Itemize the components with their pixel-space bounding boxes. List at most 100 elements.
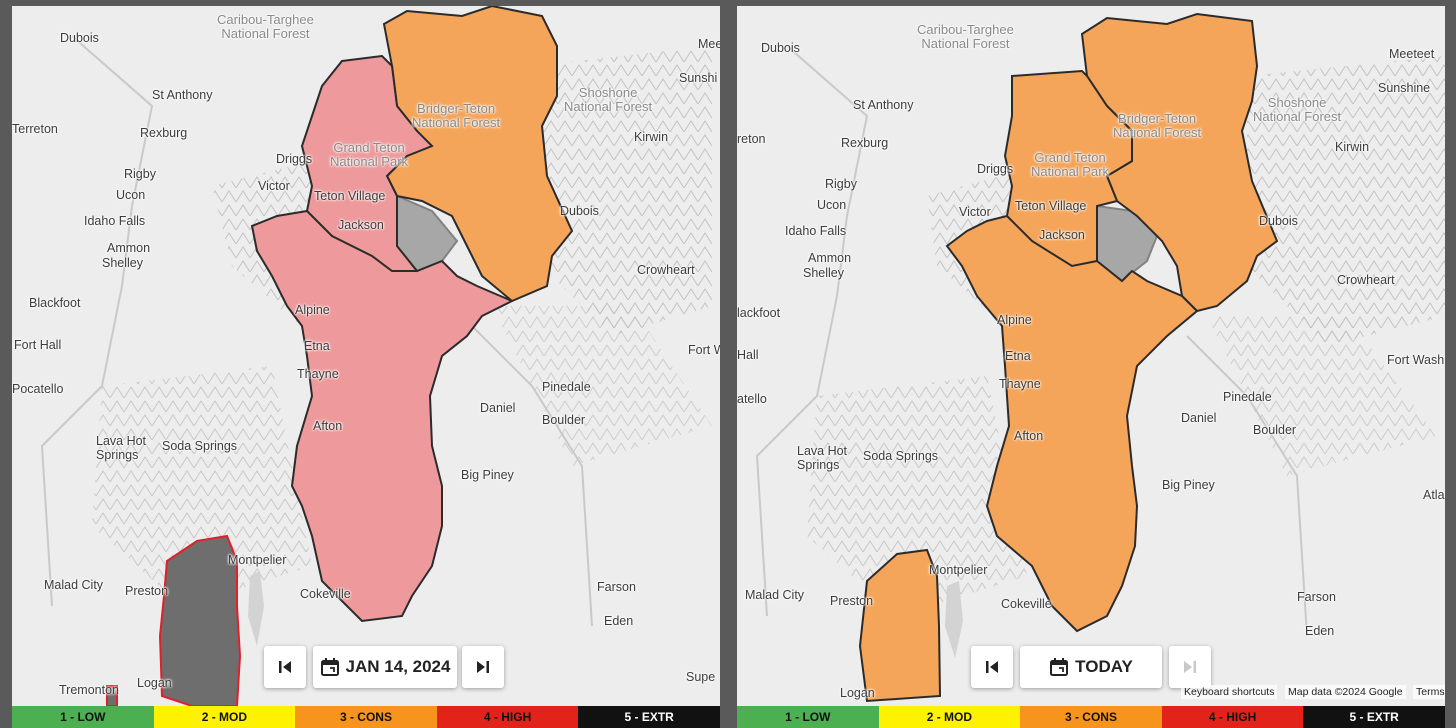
legend-extreme-label: 5 - EXTR — [624, 710, 674, 724]
place-lava-hot-springs: Lava Hot Springs — [96, 434, 147, 462]
place-daniel: Daniel — [480, 401, 516, 415]
last-date-button[interactable] — [1169, 646, 1211, 688]
map-right[interactable] — [737, 6, 1445, 728]
place-shelley: Shelley — [102, 256, 143, 270]
keyboard-shortcuts-link[interactable]: Keyboard shortcuts — [1181, 685, 1278, 699]
danger-legend-right: 1 - LOW 2 - MOD 3 - CONS 4 - HIGH 5 - EX… — [737, 706, 1445, 728]
zone-high — [250, 54, 515, 623]
place-eden: Eden — [1305, 624, 1335, 638]
zone-considerable-south — [858, 548, 942, 703]
legend-high: 4 - HIGH — [436, 706, 579, 728]
place-shoshone: Shoshone National Forest — [564, 85, 653, 114]
legend-low-label: 1 - LOW — [60, 710, 106, 724]
legend-moderate: 2 - MOD — [153, 706, 296, 728]
legend-high-label: 4 - HIGH — [1208, 710, 1257, 724]
place-blackfoot: Blackfoot — [29, 296, 81, 310]
place-teton-village: Teton Village — [1015, 199, 1087, 213]
zone-considerable-main — [945, 69, 1199, 633]
place-idaho-falls: Idaho Falls — [785, 224, 847, 238]
place-teton-village: Teton Village — [314, 189, 386, 203]
place-terreton: reton — [737, 132, 766, 146]
place-dubois-wy: Dubois — [1259, 214, 1298, 228]
place-fort-w: Fort W — [688, 343, 720, 357]
place-meeteetse: Meeteet — [1389, 47, 1435, 61]
place-shoshone: Shoshone National Forest — [1253, 95, 1342, 124]
legend-considerable-label: 3 - CONS — [339, 710, 392, 724]
place-farson: Farson — [597, 580, 636, 594]
place-crowheart: Crowheart — [637, 263, 695, 277]
place-etna: Etna — [304, 339, 330, 353]
place-tremonton: Tremonton — [59, 683, 119, 697]
place-atla: Atla — [1423, 488, 1445, 502]
place-big-piney: Big Piney — [461, 468, 514, 482]
map-panel-right[interactable]: Caribou-Targhee National Forest Dubois St… — [737, 6, 1445, 728]
legend-extreme-label: 5 - EXTR — [1349, 710, 1399, 724]
place-alpine: Alpine — [295, 303, 330, 317]
place-kirwin: Kirwin — [634, 130, 669, 144]
place-driggs: Driggs — [276, 152, 313, 166]
place-grand-teton: Grand Teton National Park — [1031, 150, 1110, 179]
place-pinedale: Pinedale — [1223, 390, 1272, 404]
place-big-piney: Big Piney — [1162, 478, 1215, 492]
place-dubois-id: Dubois — [761, 41, 800, 55]
place-fort-hall: Fort Hall — [14, 338, 62, 352]
place-victor: Victor — [959, 205, 991, 219]
place-rigby: Rigby — [124, 167, 156, 181]
place-rigby: Rigby — [825, 177, 857, 191]
place-malad: Malad City — [745, 588, 805, 602]
place-malad: Malad City — [44, 578, 104, 592]
first-date-button[interactable] — [971, 646, 1013, 688]
legend-moderate: 2 - MOD — [878, 706, 1021, 728]
place-pocatello: Pocatello — [12, 382, 64, 396]
legend-considerable: 3 - CONS — [295, 706, 437, 728]
place-dubois-id: Dubois — [60, 31, 99, 45]
map-left[interactable] — [12, 6, 720, 728]
legend-considerable: 3 - CONS — [1020, 706, 1162, 728]
place-boulder: Boulder — [542, 413, 586, 427]
place-st-anthony: St Anthony — [152, 88, 213, 102]
place-ucon: Ucon — [817, 198, 847, 212]
legend-extreme: 5 - EXTR — [578, 706, 720, 728]
place-cokeville: Cokeville — [1001, 597, 1052, 611]
date-picker-button[interactable]: TODAY — [1020, 646, 1162, 688]
place-bridger-teton: Bridger-Teton National Forest — [1113, 111, 1202, 140]
first-date-button[interactable] — [264, 646, 306, 688]
place-montpelier: Montpelier — [929, 563, 988, 577]
place-ammon: Ammon — [107, 241, 151, 255]
place-montpelier: Montpelier — [228, 553, 287, 567]
terms-link[interactable]: Terms — [1413, 685, 1445, 699]
place-victor: Victor — [258, 179, 290, 193]
place-boulder: Boulder — [1253, 423, 1297, 437]
place-kirwin: Kirwin — [1335, 140, 1370, 154]
place-caribou-forest: Caribou-Targhee National Forest — [217, 12, 314, 41]
place-preston: Preston — [125, 584, 169, 598]
legend-extreme: 5 - EXTR — [1303, 706, 1445, 728]
calendar-icon — [320, 658, 339, 676]
place-st-anthony: St Anthony — [853, 98, 914, 112]
place-ammon: Ammon — [808, 251, 852, 265]
place-fort-wash: Fort Washi — [1387, 353, 1445, 367]
place-rexburg: Rexburg — [841, 136, 889, 150]
place-farson: Farson — [1297, 590, 1336, 604]
place-meeteetse: Mee — [698, 37, 720, 51]
place-terreton: Terreton — [12, 122, 58, 136]
map-panel-left[interactable]: Caribou-Targhee National Forest Dubois St… — [12, 6, 720, 728]
legend-moderate-label: 2 - MOD — [926, 710, 973, 724]
place-afton: Afton — [313, 419, 343, 433]
place-alpine: Alpine — [997, 313, 1032, 327]
place-logan: Logan — [840, 686, 875, 700]
last-date-button[interactable] — [462, 646, 504, 688]
place-crowheart: Crowheart — [1337, 273, 1395, 287]
legend-low: 1 - LOW — [737, 706, 879, 728]
place-daniel: Daniel — [1181, 411, 1217, 425]
place-soda-springs: Soda Springs — [162, 439, 238, 453]
place-afton: Afton — [1014, 429, 1044, 443]
date-label: TODAY — [1075, 657, 1133, 676]
place-caribou-forest: Caribou-Targhee National Forest — [917, 22, 1014, 51]
place-eden: Eden — [604, 614, 634, 628]
place-grand-teton: Grand Teton National Park — [330, 140, 409, 169]
place-jackson: Jackson — [338, 218, 384, 232]
date-picker-button[interactable]: JAN 14, 2024 — [313, 646, 457, 688]
place-dubois-wy: Dubois — [560, 204, 599, 218]
place-cokeville: Cokeville — [300, 587, 351, 601]
